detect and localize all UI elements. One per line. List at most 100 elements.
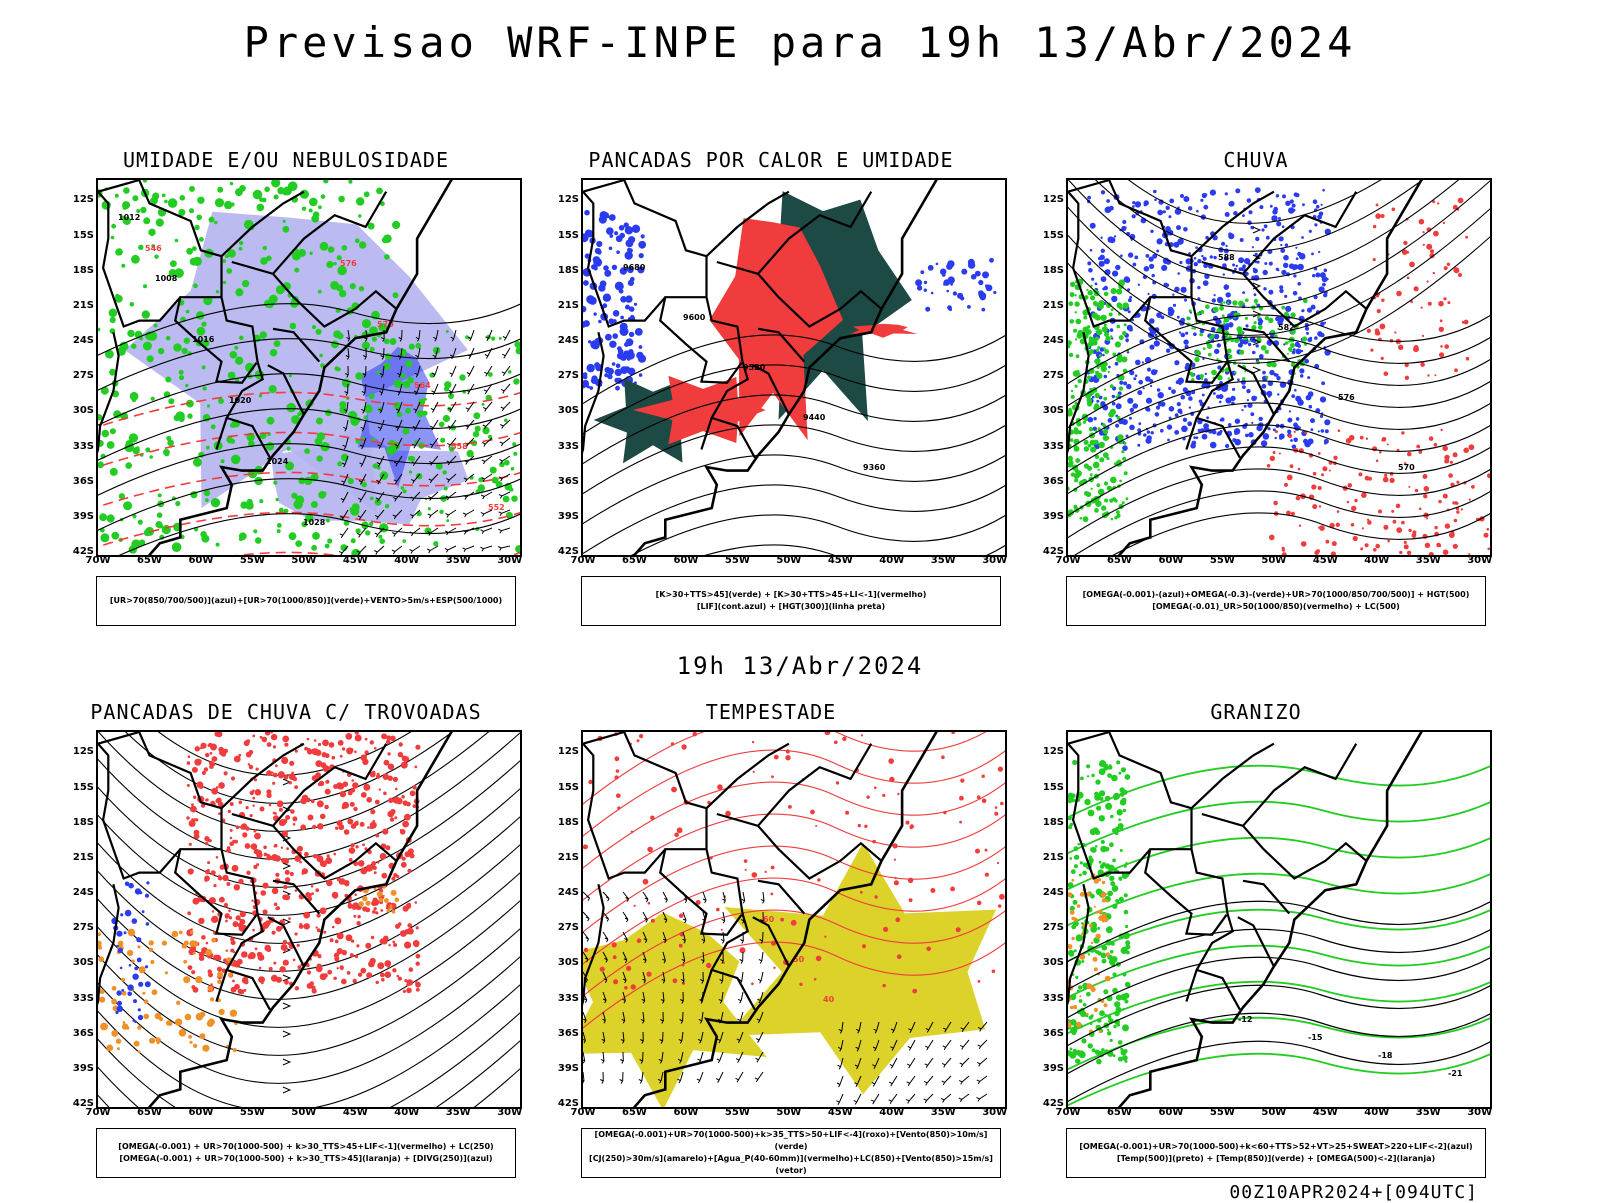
hgt500-contour xyxy=(1068,424,1490,495)
panel-legend: [OMEGA(-0.001)-(azul)+OMEGA(-0.3)-(verde… xyxy=(1066,576,1486,626)
hgt300-contour xyxy=(631,514,1005,555)
contour-value-label: 9600 xyxy=(683,313,706,322)
page-title: Previsao WRF-INPE para 19h 13/Abr/2024 xyxy=(243,18,1357,67)
political-border xyxy=(1185,969,1198,1002)
political-border xyxy=(1068,190,1152,328)
contour-value-label: 9360 xyxy=(863,463,886,472)
lc250-streamline xyxy=(124,732,454,804)
political-border xyxy=(267,364,305,415)
lon-tick-label: 40W xyxy=(879,1107,905,1118)
legend-line: [K>30+TTS>45](verde) + [K>30+TTS>45+LI<-… xyxy=(655,590,927,599)
political-border xyxy=(220,742,305,809)
contour-value-label: 40 xyxy=(823,995,835,1004)
contour-value-label: 1020 xyxy=(229,396,252,405)
precipitable-water-contour xyxy=(583,732,987,805)
lat-tick-label: 12S xyxy=(557,746,579,758)
forecast-map xyxy=(98,732,520,1107)
coastline xyxy=(633,180,938,555)
political-border xyxy=(583,732,756,1011)
panel-title: GRANIZO xyxy=(1210,700,1302,724)
lc250-streamline xyxy=(98,928,520,1056)
lat-tick-label: 39S xyxy=(72,510,94,522)
lon-tick-label: 30W xyxy=(982,555,1008,566)
contour-value-label: 1028 xyxy=(303,518,326,527)
hgt500-contour xyxy=(1068,336,1490,407)
lon-tick-label: 40W xyxy=(394,555,420,566)
contour-value-label: 558 xyxy=(451,442,468,451)
lon-tick-label: 70W xyxy=(1055,1107,1081,1118)
lc500-streamline xyxy=(1127,180,1382,224)
lon-tick-label: 70W xyxy=(85,555,111,566)
lon-tick-label: 55W xyxy=(1209,1107,1235,1118)
thickness-contour xyxy=(98,511,520,548)
hgt300-contour xyxy=(583,334,1005,405)
contour-value-label: 1008 xyxy=(155,274,178,283)
contour-value-label: -12 xyxy=(1238,1015,1252,1024)
omega-ur50-area xyxy=(1266,428,1490,555)
temp500-contour xyxy=(1068,1012,1490,1075)
lat-tick-label: 36S xyxy=(72,1027,94,1039)
precipitable-water-contour xyxy=(583,781,1005,869)
political-border xyxy=(757,879,806,915)
pressure-isobar xyxy=(118,513,520,555)
political-border xyxy=(1068,332,1090,454)
political-border xyxy=(98,742,182,880)
lc250-streamline xyxy=(98,900,520,1028)
precipitable-water-contour xyxy=(583,845,1005,933)
lat-tick-label: 15S xyxy=(72,781,94,793)
map-frame: 588 582 576 570 xyxy=(1066,178,1492,557)
political-border xyxy=(1143,296,1228,384)
forecast-map: -12 -15 -18 -21 xyxy=(1068,732,1490,1107)
political-border xyxy=(1068,742,1152,880)
lat-tick-label: 24S xyxy=(72,887,94,899)
political-border xyxy=(98,190,182,328)
k-tts-li-area xyxy=(709,218,843,441)
lat-tick-label: 18S xyxy=(72,264,94,276)
hgt300-contour xyxy=(583,394,1005,465)
lat-tick-label: 21S xyxy=(557,299,579,311)
legend-line: [OMEGA(-0.01)_UR>50(1000/850)(vermelho) … xyxy=(1152,602,1400,611)
contour-value-label: 60 xyxy=(763,915,775,924)
political-border xyxy=(173,296,258,384)
pressure-isobar xyxy=(98,443,520,496)
political-border xyxy=(757,743,873,827)
streamline-arrow xyxy=(282,1058,292,1066)
streamline-arrow xyxy=(282,1030,292,1038)
political-border xyxy=(1242,327,1291,363)
precipitable-water-contour xyxy=(583,909,1005,997)
temp500-contour xyxy=(1068,900,1490,963)
temp850-contour xyxy=(1068,944,1490,999)
lat-tick-label: 15S xyxy=(557,781,579,793)
political-border xyxy=(267,916,305,967)
political-border xyxy=(1190,190,1275,257)
lon-tick-label: 45W xyxy=(342,555,368,566)
coastline xyxy=(148,732,453,1107)
lon-tick-label: 60W xyxy=(188,1107,214,1118)
lon-tick-label: 50W xyxy=(776,555,802,566)
lat-tick-label: 18S xyxy=(1042,264,1064,276)
forecast-map: 9680 9600 9520 9440 9360 xyxy=(583,180,1005,555)
legend-line: [OMEGA(-0.001)+UR>70(1000-500)+k>35_TTS>… xyxy=(594,1130,988,1151)
lat-tick-label: 42S xyxy=(557,546,579,557)
panel-title: UMIDADE E/OU NEBULOSIDADE xyxy=(122,148,450,172)
lon-tick-label: 55W xyxy=(724,1107,750,1118)
streamline-arrow xyxy=(282,918,292,926)
thickness-contour xyxy=(98,431,520,468)
temp850-contour xyxy=(1068,872,1490,927)
lat-tick-label: 42S xyxy=(557,1098,579,1109)
lon-tick-label: 45W xyxy=(827,1107,853,1118)
lc250-streamline xyxy=(98,1040,520,1107)
lon-tick-label: 65W xyxy=(1106,1107,1132,1118)
lon-tick-label: 35W xyxy=(930,555,956,566)
lon-tick-label: 30W xyxy=(1467,1107,1493,1118)
political-border xyxy=(757,191,873,275)
panel-title: PANCADAS POR CALOR E UMIDADE xyxy=(588,148,954,172)
political-border xyxy=(1068,884,1090,1006)
low-level-humidity-contours xyxy=(396,330,520,553)
lat-tick-label: 21S xyxy=(1042,851,1064,863)
lon-tick-label: 55W xyxy=(239,555,265,566)
legend-line: [Temp(500)](preto) + [Temp(850)](verde) … xyxy=(1116,1154,1436,1163)
contour-value-label: 9680 xyxy=(623,263,646,272)
lat-tick-label: 15S xyxy=(72,229,94,241)
political-border xyxy=(1190,742,1275,809)
